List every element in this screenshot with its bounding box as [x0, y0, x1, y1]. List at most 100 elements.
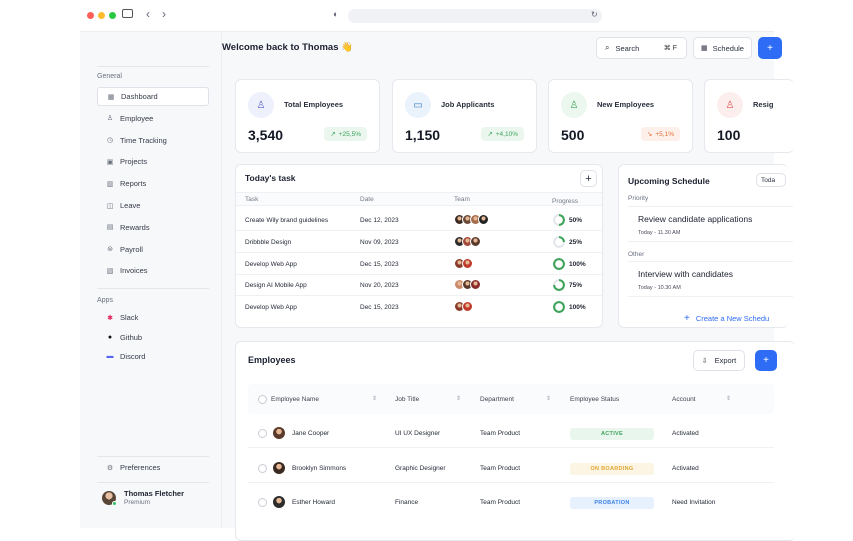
- export-button[interactable]: ⇩ Export: [693, 350, 745, 371]
- sort-icon[interactable]: ⇕: [372, 396, 378, 402]
- sidebar-item-label: Discord: [120, 352, 146, 361]
- search-icon: ⌕: [605, 43, 610, 52]
- column-header-date: Date: [360, 196, 374, 203]
- row-checkbox[interactable]: [258, 429, 267, 438]
- status-badge: PROBATION: [570, 497, 654, 509]
- leave-icon: ◫: [106, 202, 114, 210]
- sidebar-item-rewards[interactable]: ▤ Rewards: [97, 218, 209, 237]
- sidebar-item-reports[interactable]: ▥ Reports: [97, 174, 209, 193]
- team-avatars[interactable]: [454, 214, 489, 225]
- user-plus-icon: ♙: [561, 92, 587, 118]
- sidebar-item-invoices[interactable]: ▧ Invoices: [97, 261, 209, 280]
- schedule-item-other[interactable]: Interview with candidates Today - 10.30 …: [628, 261, 793, 297]
- column-header-employee-status: Employee Status: [570, 396, 620, 403]
- calendar-icon: ▦: [701, 45, 708, 52]
- maximize-window-button[interactable]: [109, 12, 116, 19]
- add-button[interactable]: +: [758, 37, 782, 59]
- stat-value: 1,150: [405, 127, 441, 143]
- stat-label: Resig: [753, 100, 774, 109]
- job-title: UI UX Designer: [395, 430, 441, 437]
- divider: [236, 251, 602, 253]
- employees-title: Employees: [248, 355, 296, 365]
- column-header-department: Department: [480, 396, 514, 403]
- close-window-button[interactable]: [87, 12, 94, 19]
- search-button[interactable]: ⌕ Search ⌘ F: [596, 37, 687, 59]
- sidebar-toggle-icon[interactable]: [122, 9, 133, 18]
- schedule-item-priority[interactable]: Review candidate applications Today - 11…: [628, 206, 793, 242]
- schedule-filter-dropdown[interactable]: Toda: [756, 173, 786, 187]
- sidebar-item-dashboard[interactable]: ▦ Dashboard: [97, 87, 209, 106]
- plus-icon: +: [684, 313, 690, 324]
- minimize-window-button[interactable]: [98, 12, 105, 19]
- preferences-label: Preferences: [120, 463, 161, 472]
- team-avatars[interactable]: [454, 257, 473, 269]
- sidebar-item-slack[interactable]: ✱ Slack: [97, 308, 209, 327]
- sidebar-item-label: Rewards: [120, 222, 150, 232]
- progress-ring: [553, 301, 565, 314]
- employee-name: Jane Cooper: [292, 430, 330, 437]
- department: Team Product: [480, 499, 521, 506]
- todays-task-card: Today's task + Task Date Team Progress C…: [235, 164, 603, 328]
- forward-icon[interactable]: ›: [162, 7, 166, 21]
- schedule-title: Upcoming Schedule: [628, 176, 710, 186]
- user-profile[interactable]: Thomas Fletcher Premium: [102, 488, 212, 512]
- search-shortcut: ⌘ F: [663, 45, 677, 52]
- folder-icon: ▣: [106, 158, 114, 166]
- sort-icon[interactable]: ⇕: [546, 396, 552, 402]
- employee-name: Esther Howard: [292, 499, 335, 506]
- row-checkbox[interactable]: [258, 498, 267, 507]
- avatar: [478, 214, 489, 225]
- add-employee-button[interactable]: +: [755, 350, 777, 371]
- avatar: [462, 301, 473, 313]
- stat-change-badge: ↘ +5,1%: [640, 127, 680, 141]
- search-label: Search: [615, 43, 640, 53]
- team-avatars[interactable]: [454, 279, 481, 291]
- stat-card: ♙ New Employees 500 ↘ +5,1%: [548, 79, 693, 153]
- stat-change-value: +4,10%: [495, 130, 518, 138]
- sidebar-item-payroll[interactable]: ⊜ Payroll: [97, 240, 209, 259]
- preferences-button[interactable]: ⚙ Preferences: [97, 458, 209, 477]
- sidebar-item-projects[interactable]: ▣ Projects: [97, 152, 209, 171]
- avatar: [273, 496, 285, 508]
- schedule-item-time: Today - 11.30 AM: [638, 230, 681, 236]
- avatar: [273, 427, 285, 439]
- create-schedule-button[interactable]: + Create a New Schedu: [684, 313, 769, 324]
- trend-up-icon: ↗: [330, 131, 336, 138]
- department: Team Product: [480, 464, 521, 472]
- divider: [97, 456, 209, 457]
- add-task-button[interactable]: +: [580, 170, 597, 187]
- dollar-icon: ⊜: [107, 246, 113, 254]
- team-avatars[interactable]: [454, 235, 481, 247]
- sort-icon[interactable]: ⇕: [456, 396, 462, 402]
- sidebar-item-label: Github: [120, 332, 143, 342]
- briefcase-icon: ▭: [405, 92, 431, 118]
- sort-icon[interactable]: ⇕: [726, 396, 732, 402]
- back-icon[interactable]: ‹: [146, 7, 150, 21]
- gift-icon: ▤: [106, 224, 114, 232]
- divider: [248, 447, 774, 448]
- task-name: Dribbble Design: [245, 238, 292, 246]
- shield-icon: ◐: [333, 9, 339, 19]
- sidebar-item-label: Employee: [120, 113, 154, 123]
- schedule-button[interactable]: ▦ Schedule: [693, 37, 752, 59]
- row-checkbox[interactable]: [258, 463, 267, 473]
- select-all-checkbox[interactable]: [258, 395, 267, 404]
- address-bar[interactable]: [348, 9, 602, 23]
- sidebar-item-employee[interactable]: ♙ Employee: [97, 109, 209, 128]
- progress-value: 100%: [569, 304, 586, 312]
- stat-change-badge: ↗ +25,5%: [324, 127, 367, 141]
- team-avatars[interactable]: [454, 301, 473, 313]
- sidebar-item-leave[interactable]: ◫ Leave: [97, 196, 209, 215]
- sidebar: General ▦ Dashboard ♙ Employee ◷ Time Trackin…: [80, 32, 222, 528]
- account-status: Activated: [672, 464, 699, 472]
- trend-up-icon: ↗: [487, 131, 493, 138]
- schedule-item-title: Review candidate applications: [638, 214, 753, 224]
- column-header-employee-name: Employee Name: [271, 396, 320, 403]
- sidebar-item-discord[interactable]: ▬ Discord: [97, 347, 209, 366]
- sidebar-item-time-tracking[interactable]: ◷ Time Tracking: [97, 131, 209, 150]
- reload-icon[interactable]: ↻: [591, 10, 598, 19]
- sidebar-item-github[interactable]: ● Github: [97, 328, 209, 347]
- stat-label: Job Applicants: [441, 100, 495, 109]
- stat-value: 100: [717, 127, 741, 143]
- progress-ring: [553, 235, 565, 248]
